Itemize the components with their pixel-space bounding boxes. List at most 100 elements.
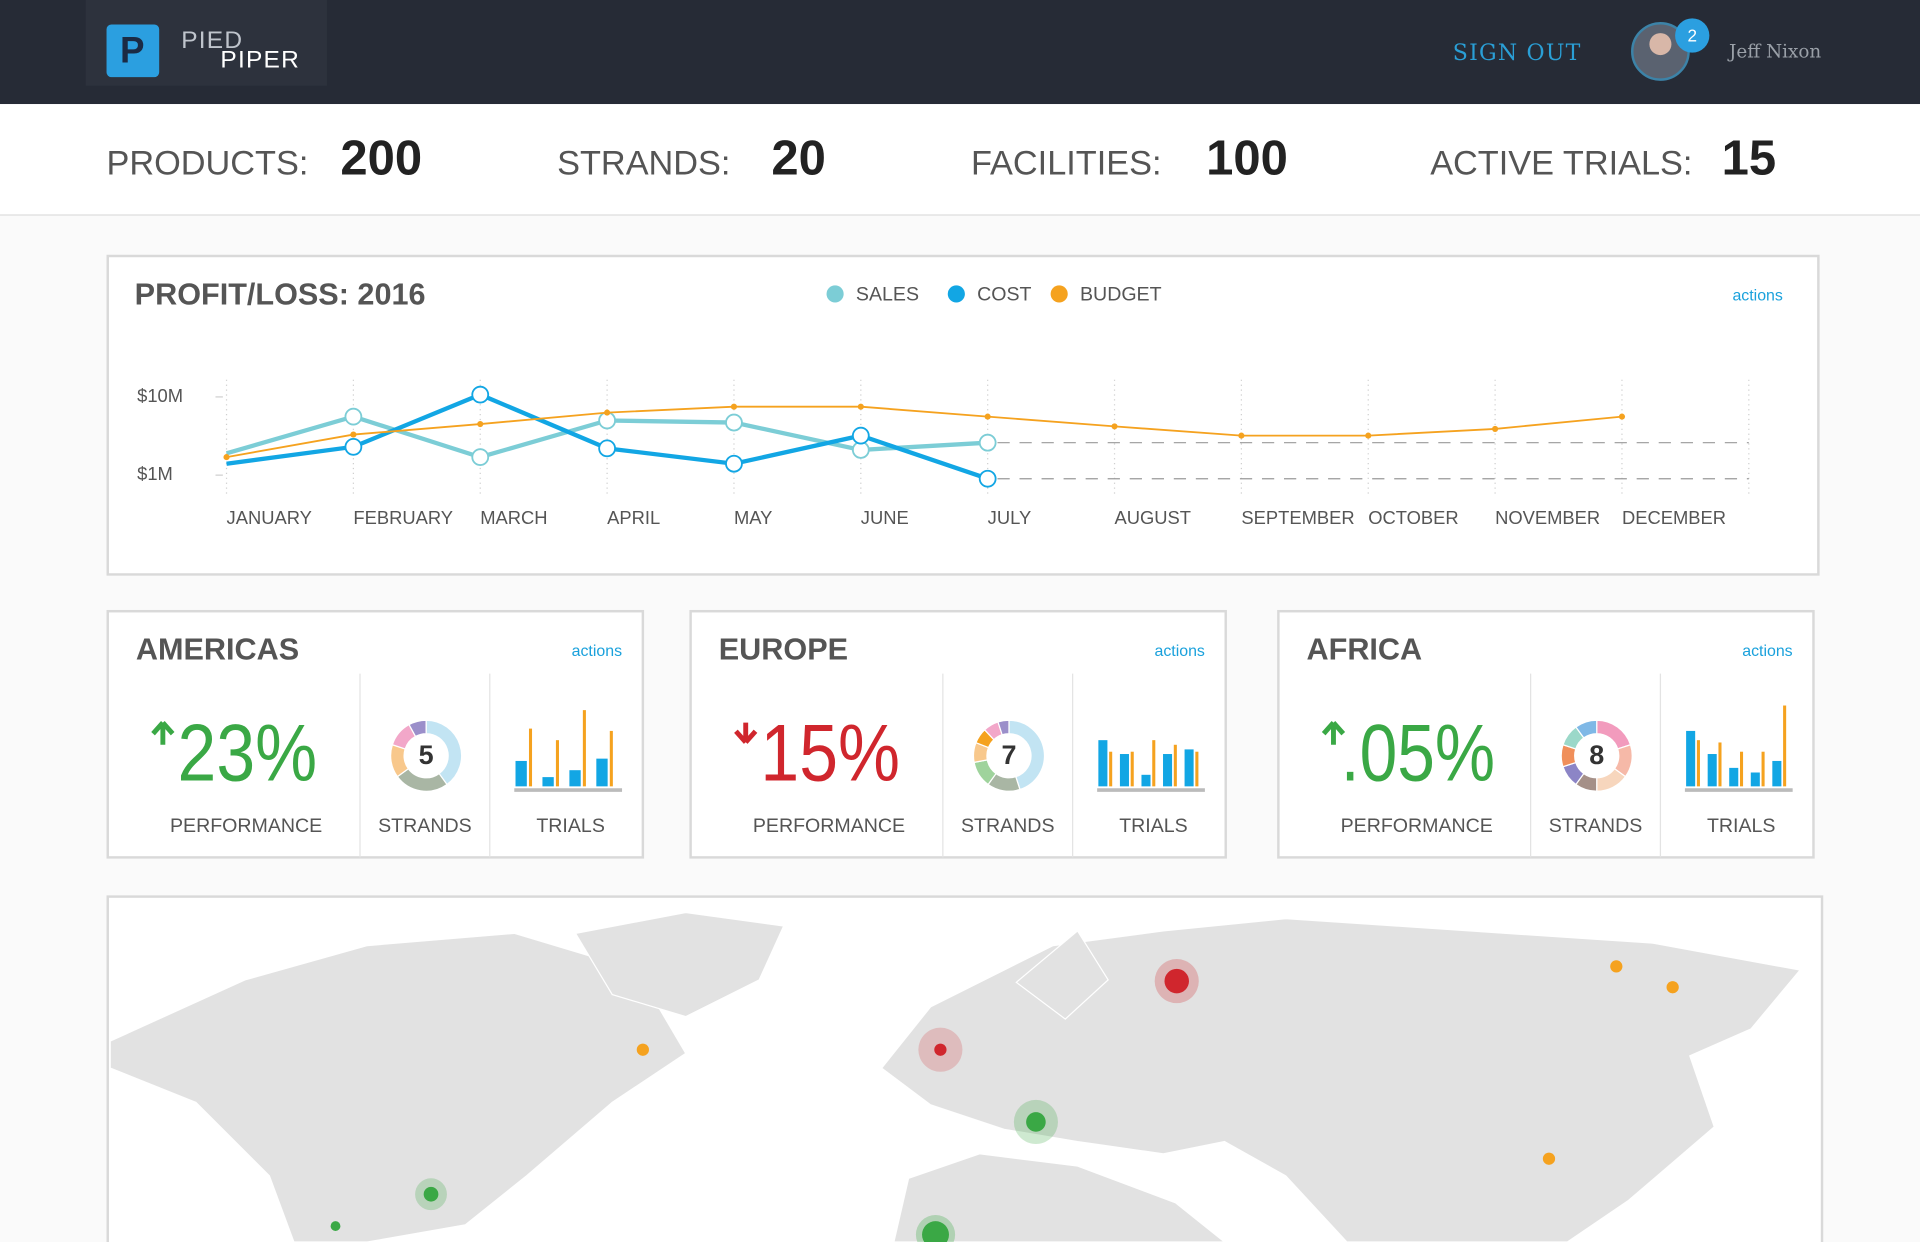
marker[interactable] <box>330 1221 341 1231</box>
notification-count: 2 <box>1687 25 1697 45</box>
strands-count: 5 <box>419 740 434 770</box>
legend-swatch <box>826 285 844 303</box>
marker[interactable] <box>934 1043 947 1056</box>
notification-badge[interactable] <box>1675 18 1710 53</box>
region-title: AFRICA <box>1307 633 1423 667</box>
trial-bar <box>596 758 608 787</box>
point <box>344 407 363 426</box>
trial-bar <box>1696 740 1700 787</box>
performance-value: 23% <box>178 709 318 799</box>
x-tick-label: JUNE <box>861 507 909 528</box>
point <box>1618 413 1626 420</box>
trial-bar <box>1173 744 1177 787</box>
trial-bar <box>1686 730 1696 787</box>
x-tick-label: JULY <box>988 507 1032 528</box>
trend-arrow <box>151 721 175 745</box>
stat-value: 20 <box>771 132 825 186</box>
actions-link[interactable]: actions <box>1742 643 1792 660</box>
trial-bar <box>1750 772 1760 787</box>
legend-label: COST <box>977 283 1031 305</box>
logo-bottom: PIPER <box>220 47 300 74</box>
performance-label: PERFORMANCE <box>170 815 322 837</box>
line-series <box>226 405 1623 459</box>
point <box>851 426 870 445</box>
trial-bar <box>1141 774 1151 787</box>
performance-value: .05% <box>1341 709 1495 799</box>
point <box>978 469 997 488</box>
trial-bar <box>1163 754 1173 787</box>
legend-label: BUDGET <box>1080 283 1162 305</box>
trial-bar <box>1130 751 1134 787</box>
x-tick-label: DECEMBER <box>1622 507 1726 528</box>
map-card <box>106 895 1824 1242</box>
point <box>223 454 230 461</box>
trial-bar <box>1152 740 1156 787</box>
x-tick-label: APRIL <box>607 507 660 528</box>
actions-link[interactable]: actions <box>1154 643 1204 660</box>
trial-bar <box>1195 751 1199 787</box>
marker[interactable] <box>1542 1152 1556 1165</box>
trial-bar <box>528 728 533 787</box>
region-card <box>106 609 645 859</box>
actions-link[interactable]: actions <box>572 643 622 660</box>
point <box>350 431 357 438</box>
marker[interactable] <box>922 1221 949 1242</box>
x-tick-label: AUGUST <box>1115 507 1192 528</box>
marker[interactable] <box>1666 981 1679 994</box>
north-america <box>109 932 687 1242</box>
point <box>1111 423 1118 430</box>
performance-value: 15% <box>760 709 900 799</box>
logo-top: PIED <box>181 27 243 54</box>
trial-bar <box>515 760 527 787</box>
point <box>857 403 864 410</box>
stat-value: 100 <box>1206 132 1288 186</box>
marker[interactable] <box>636 1043 649 1056</box>
marker[interactable] <box>423 1186 439 1202</box>
stat-label: STRANDS: <box>557 144 730 182</box>
trend-arrow <box>1321 721 1346 745</box>
trial-bar <box>1729 767 1739 787</box>
sign-out[interactable]: SIGN OUT <box>1453 41 1582 66</box>
trial-bar <box>609 730 613 787</box>
trial-bar <box>1109 751 1113 787</box>
legend-label: SALES <box>856 283 919 305</box>
card-title: PROFIT/LOSS: 2016 <box>135 278 426 312</box>
greenland <box>574 911 785 1018</box>
stats-bar <box>0 104 1920 215</box>
donut-segment <box>997 719 1010 736</box>
point <box>984 413 991 420</box>
logo-icon-glyph: P <box>120 29 145 70</box>
point <box>344 437 363 456</box>
point <box>604 409 611 416</box>
strands-label: STRANDS <box>378 815 472 837</box>
performance-label: PERFORMANCE <box>1341 815 1493 837</box>
x-tick-label: FEBRUARY <box>353 507 453 528</box>
actions-link[interactable]: actions <box>1732 288 1782 305</box>
point <box>1492 425 1499 432</box>
y-tick-label: $10M <box>137 385 183 406</box>
point <box>730 403 738 410</box>
marker[interactable] <box>1610 960 1623 973</box>
x-tick-label: NOVEMBER <box>1495 507 1600 528</box>
marker[interactable] <box>1164 968 1189 994</box>
trial-bar <box>1119 754 1129 787</box>
stat-value: 200 <box>340 132 422 186</box>
logo-icon <box>106 24 160 78</box>
map-markers <box>330 959 1679 1242</box>
trial-bar <box>555 740 559 787</box>
strands-label: STRANDS <box>1549 815 1643 837</box>
strands-count: 7 <box>1001 740 1016 770</box>
trial-bar <box>1783 705 1787 787</box>
point <box>598 439 616 458</box>
trials-label: TRIALS <box>1119 815 1188 837</box>
strands-count: 8 <box>1589 740 1604 770</box>
legend-swatch <box>947 285 965 303</box>
stat-label: ACTIVE TRIALS: <box>1430 144 1692 182</box>
point <box>471 385 490 404</box>
region-title: AMERICAS <box>136 633 299 667</box>
trend-arrow <box>734 722 758 744</box>
stat-value: 15 <box>1722 132 1776 186</box>
performance-label: PERFORMANCE <box>753 815 905 837</box>
marker[interactable] <box>1026 1112 1046 1132</box>
